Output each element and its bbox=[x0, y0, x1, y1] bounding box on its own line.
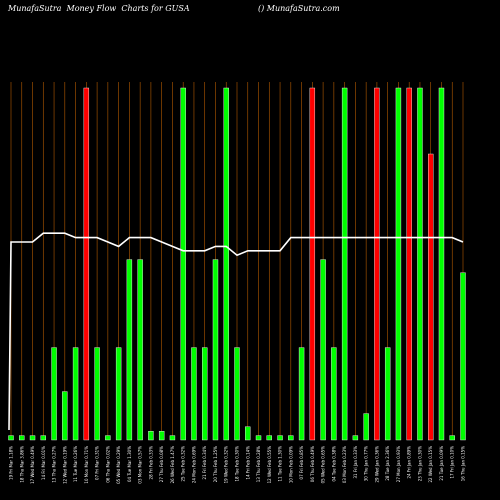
bar-mark bbox=[212, 259, 219, 441]
x-tick-label: 28 Fri Feb 0.33% bbox=[148, 446, 153, 480]
x-tick-label: 26 Wed Feb 1.47% bbox=[170, 446, 175, 484]
x-tick-label: 27 Mon Jan 0.93% bbox=[396, 446, 401, 482]
bar-mark bbox=[460, 272, 466, 441]
x-tick-label: 11 Tue Feb 1.30% bbox=[278, 446, 283, 482]
x-tick-label: 04 Tue Feb 0.38% bbox=[331, 446, 336, 482]
x-tick-label: 18 Tue Feb 0.30% bbox=[235, 446, 240, 482]
x-tick-label: 13 Thu Mar 0.27% bbox=[52, 446, 57, 483]
x-tick-label: 22 Wed Jan 0.15% bbox=[428, 446, 433, 483]
x-tick-label: 21 Fri Feb 0.34% bbox=[202, 446, 207, 480]
x-tick-label: 31 Fri Jan 0.33% bbox=[353, 446, 358, 479]
x-tick-label: 11 Tue Mar 0.26% bbox=[73, 446, 78, 482]
bar-mark bbox=[115, 347, 122, 441]
bar-mark bbox=[40, 435, 46, 441]
x-tick-label: 20 Thu Feb 1.25% bbox=[213, 446, 218, 482]
x-tick-label: 06 Thu Mar 0.02% bbox=[105, 446, 110, 483]
bar-mark bbox=[137, 259, 143, 441]
bar-mark bbox=[277, 435, 283, 441]
bar-mark bbox=[298, 347, 305, 441]
bar-mark bbox=[62, 391, 68, 441]
bar-mark bbox=[341, 87, 348, 441]
x-tick-label: 03 Mon Mar 0.57% bbox=[138, 446, 143, 484]
x-tick-label: 19 Fri Mar 1.18% bbox=[9, 446, 14, 480]
bar-mark bbox=[126, 259, 133, 441]
bar-mark bbox=[266, 435, 272, 441]
x-tick-label: 03 Mon Feb 0.23% bbox=[342, 446, 347, 483]
bar-mark bbox=[374, 87, 380, 441]
bar-mark bbox=[255, 435, 262, 441]
x-tick-label: 12 Wed Mar 0.19% bbox=[62, 446, 67, 484]
bar-mark bbox=[352, 435, 359, 441]
x-tick-label: 30 Thu Jan 0.77% bbox=[364, 446, 369, 481]
bar-mark bbox=[8, 435, 14, 441]
x-tick-label: 07 Fri Mar 0.31% bbox=[95, 446, 100, 480]
bar-mark bbox=[202, 347, 208, 441]
bar-mark bbox=[417, 87, 423, 441]
bar-mark bbox=[320, 259, 326, 441]
x-tick-label: 10 Mon Feb 0.09% bbox=[288, 446, 293, 483]
bar-mark bbox=[288, 435, 294, 441]
x-tick-label: 28 Tue Jan 2.36% bbox=[385, 446, 390, 481]
x-tick-label: 10 Mon Mar 0.71% bbox=[84, 446, 89, 484]
money-flow-line bbox=[8, 232, 464, 431]
bar-mark bbox=[94, 347, 100, 441]
x-tick-label: 06 Thu Feb 0.49% bbox=[310, 446, 315, 482]
x-tick-label: 17 Fri Jan 0.10% bbox=[450, 446, 455, 479]
bar-mark bbox=[223, 87, 229, 441]
bar-mark bbox=[29, 435, 36, 441]
x-tick-label: 25 Tue Feb 0.32% bbox=[181, 446, 186, 482]
x-tick-label: 24 Fri Jan 0.89% bbox=[407, 446, 412, 479]
x-tick-label: 04 Tue Mar 1.30% bbox=[127, 446, 132, 482]
bar-mark bbox=[395, 87, 402, 441]
x-tick-label: 16 Thu Jan 0.15% bbox=[461, 446, 466, 481]
bar-mark bbox=[169, 435, 176, 441]
x-tick-label: 14 Fri Feb 0.14% bbox=[245, 446, 250, 480]
x-tick-label: 14 Fri Mar 0.01% bbox=[41, 446, 46, 480]
x-tick-label: 12 Wed Feb 0.55% bbox=[267, 446, 272, 484]
x-tick-label: 07 Fri Feb 0.85% bbox=[299, 446, 304, 480]
chart-title: MunafaSutra Money Flow Charts for GUSA bbox=[8, 4, 190, 13]
bar-mark bbox=[83, 87, 90, 441]
bar-mark bbox=[428, 153, 434, 441]
x-tick-label: 27 Thu Feb 0.08% bbox=[159, 446, 164, 482]
x-tick-label: 18 Thu Mar 3.86% bbox=[19, 446, 24, 483]
bar-mark bbox=[180, 87, 186, 441]
bar-mark bbox=[245, 426, 251, 441]
bar-mark bbox=[158, 431, 165, 441]
x-tick-label: 05 Wed Mar 0.29% bbox=[116, 446, 121, 484]
chart-watermark: () MunafaSutra.com bbox=[258, 4, 340, 13]
bar-mark bbox=[363, 413, 369, 441]
bar-mark bbox=[191, 347, 197, 441]
bar-mark bbox=[309, 87, 316, 441]
bar-mark bbox=[438, 87, 445, 441]
bar-mark bbox=[234, 347, 240, 441]
x-tick-label: 17 Wed Mar 0.49% bbox=[30, 446, 35, 484]
x-tick-label: 21 Tue Jan 0.09% bbox=[439, 446, 444, 481]
x-tick-label: 05 Wed Feb 0.65% bbox=[321, 446, 326, 484]
bar-mark bbox=[331, 347, 337, 441]
bar-mark bbox=[384, 347, 391, 441]
x-tick-label: 23 Thu Jan 0.30% bbox=[417, 446, 422, 481]
x-tick-label: 19 Wed Feb 0.32% bbox=[224, 446, 229, 484]
bar-mark bbox=[105, 435, 111, 441]
bar-mark bbox=[19, 435, 25, 441]
bar-mark bbox=[406, 87, 412, 441]
bar-mark bbox=[148, 431, 154, 441]
bar-mark bbox=[51, 347, 57, 441]
bar-mark bbox=[449, 435, 455, 441]
bar-mark bbox=[72, 347, 79, 441]
x-tick-label: 24 Mon Feb 0.69% bbox=[191, 446, 196, 483]
x-tick-label: 29 Wed Jan 0.36% bbox=[374, 446, 379, 483]
x-tick-label: 13 Thu Feb 0.28% bbox=[256, 446, 261, 482]
